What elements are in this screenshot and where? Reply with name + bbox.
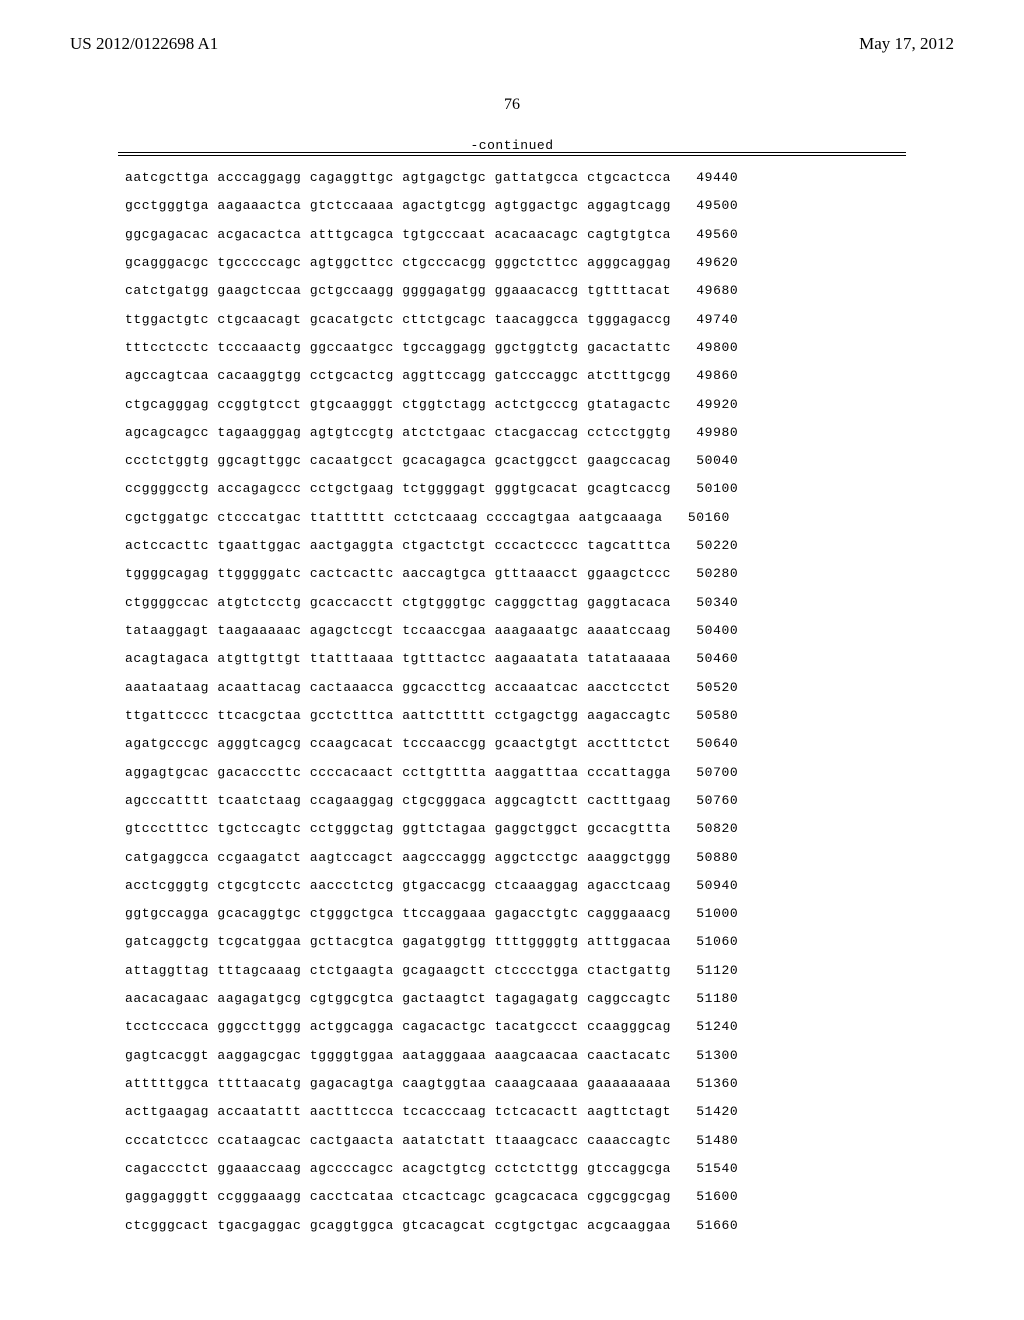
- sequence-block: aatcgcttga acccaggagg cagaggttgc agtgagc…: [125, 164, 906, 1240]
- page-number: 76: [0, 96, 1024, 114]
- patent-number: US 2012/0122698 A1: [70, 34, 218, 54]
- page: US 2012/0122698 A1 May 17, 2012 76 -cont…: [0, 0, 1024, 1320]
- top-rule-2: [118, 155, 906, 156]
- top-rule: [118, 152, 906, 153]
- publication-date: May 17, 2012: [859, 34, 954, 54]
- continued-label: -continued: [0, 138, 1024, 153]
